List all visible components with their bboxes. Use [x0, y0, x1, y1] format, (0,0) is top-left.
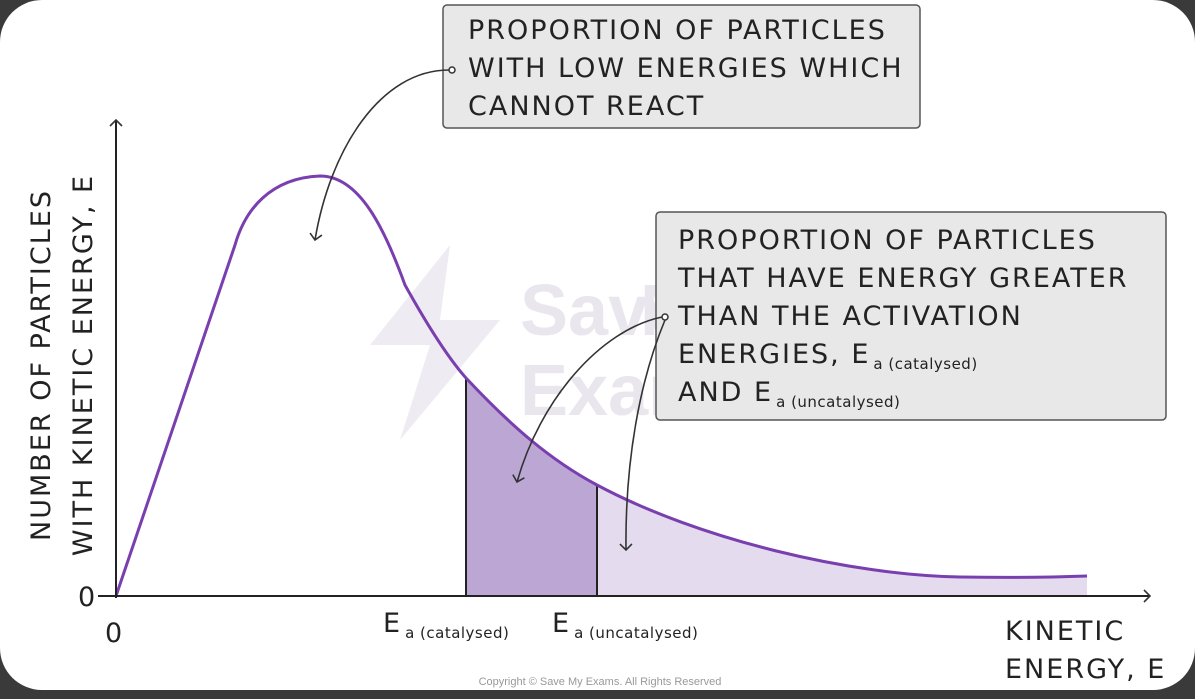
callout-arrow	[619, 319, 666, 552]
callout-line: THAN THE ACTIVATION	[677, 301, 1023, 332]
callout-subscript: a (catalysed)	[873, 355, 977, 373]
ea-symbol: E	[552, 608, 571, 639]
distribution-curve	[114, 174, 1088, 597]
callout-subscript: a (uncatalysed)	[776, 393, 900, 411]
callout-box	[655, 211, 1167, 421]
watermark-logo	[370, 245, 500, 440]
callout-text: ENERGIES, E	[678, 339, 870, 370]
x-axis-label-line: KINETIC	[1005, 616, 1125, 647]
callout-line: WITH LOW ENERGIES WHICH	[468, 53, 904, 84]
callout-box	[442, 4, 921, 129]
y-axis-label-line: NUMBER OF PARTICLES	[26, 189, 57, 541]
ea-symbol: E	[383, 608, 402, 639]
callout-line: THAT HAVE ENERGY GREATER	[677, 263, 1129, 294]
y-axis-label-line: WITH KINETIC ENERGY, E	[68, 174, 99, 556]
callout-arrow	[309, 69, 450, 242]
copyright: Copyright © Save My Exams. All Rights Re…	[479, 676, 722, 688]
callout-line: PROPORTION OF PARTICLES	[468, 15, 887, 46]
area-catalysed	[466, 378, 597, 596]
callout-anchor	[661, 313, 669, 321]
callout-line: PROPORTION OF PARTICLES	[678, 225, 1097, 256]
ea-subscript: a (uncatalysed)	[574, 624, 698, 642]
callout-anchor	[448, 66, 456, 74]
callout-text: AND E	[678, 377, 773, 408]
y-axis-label: NUMBER OF PARTICLES WITH KINETIC ENERGY,…	[26, 174, 99, 556]
ea-subscript: a (catalysed)	[405, 624, 509, 642]
area-uncatalysed	[597, 485, 1087, 596]
x-axis-label-line: ENERGY, E	[1005, 654, 1166, 685]
y-origin-label: 0	[78, 582, 97, 613]
callout-arrow	[512, 316, 663, 484]
x-origin-label: 0	[105, 618, 124, 649]
callout-line: CANNOT REACT	[468, 91, 705, 122]
